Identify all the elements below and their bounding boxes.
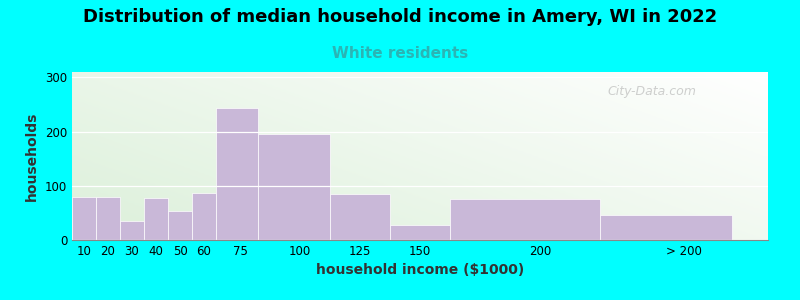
Bar	[450, 200, 600, 240]
Text: White residents: White residents	[332, 46, 468, 62]
Bar	[168, 211, 192, 240]
Bar	[120, 221, 144, 240]
Bar	[330, 194, 390, 240]
Bar	[216, 108, 258, 240]
Bar	[192, 193, 216, 240]
Text: City-Data.com: City-Data.com	[608, 85, 697, 98]
Bar	[600, 214, 732, 240]
Bar	[258, 134, 330, 240]
Y-axis label: households: households	[26, 111, 39, 201]
Bar	[390, 225, 450, 240]
X-axis label: household income ($1000): household income ($1000)	[316, 263, 524, 278]
Bar	[144, 198, 168, 240]
Bar	[72, 196, 96, 240]
Bar	[96, 196, 120, 240]
Text: Distribution of median household income in Amery, WI in 2022: Distribution of median household income …	[83, 8, 717, 26]
